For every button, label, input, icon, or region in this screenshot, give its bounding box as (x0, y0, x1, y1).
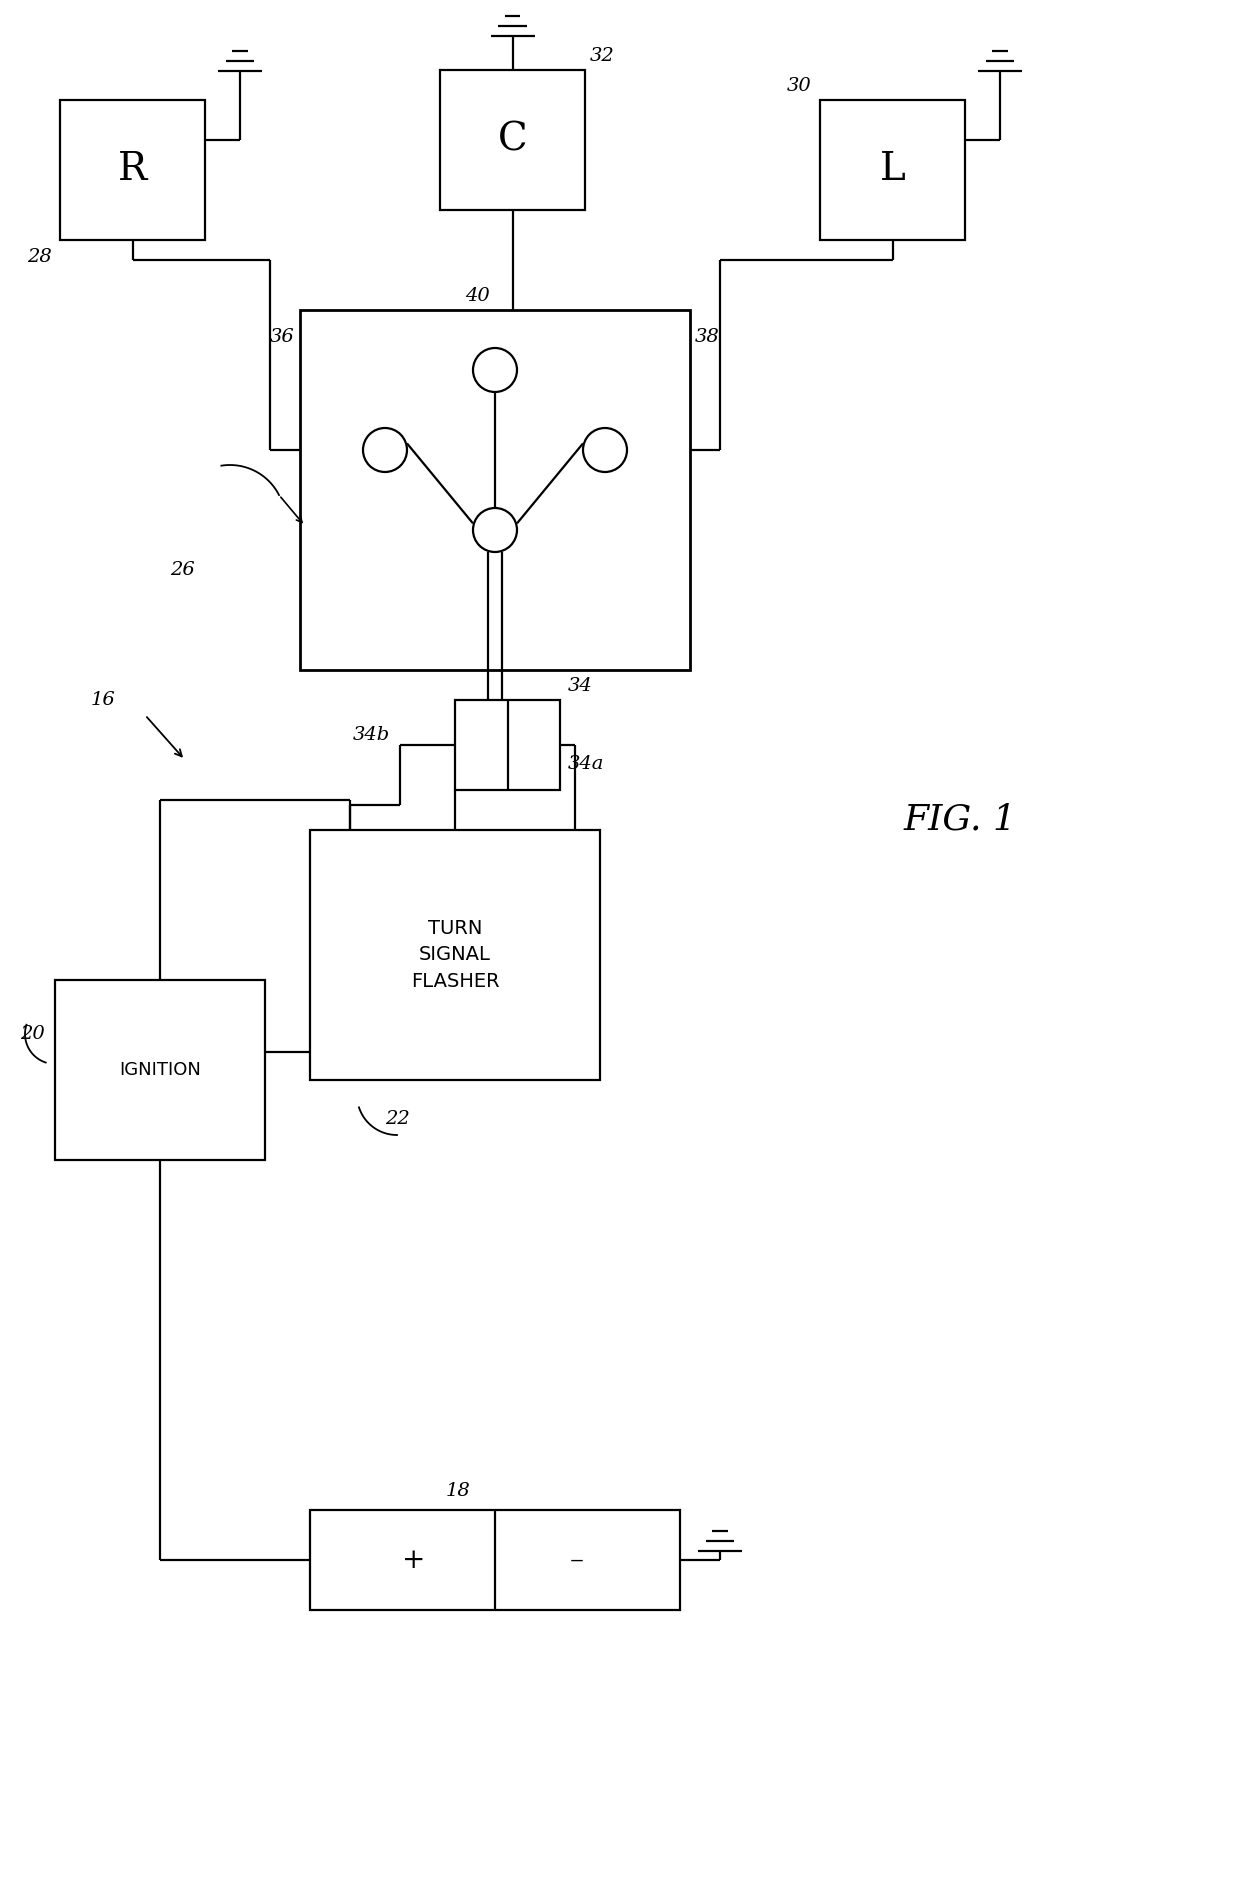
Text: 18: 18 (445, 1482, 470, 1499)
Bar (310, 831, 600, 1080)
Bar (310, 1510, 680, 1610)
Text: 34b: 34b (352, 727, 391, 744)
Bar (455, 700, 560, 789)
Bar (440, 70, 585, 210)
Text: 30: 30 (787, 77, 812, 94)
Text: –: – (569, 1546, 583, 1573)
Bar (820, 100, 965, 240)
Text: IGNITION: IGNITION (119, 1061, 201, 1080)
Text: 28: 28 (27, 247, 52, 266)
Text: 40: 40 (465, 287, 490, 306)
Text: FIG. 1: FIG. 1 (904, 802, 1017, 836)
Text: +: + (402, 1546, 425, 1573)
Text: TURN
SIGNAL
FLASHER: TURN SIGNAL FLASHER (410, 919, 500, 991)
Text: 16: 16 (91, 691, 115, 710)
Text: 22: 22 (384, 1110, 409, 1127)
Bar (55, 980, 265, 1159)
Text: 32: 32 (590, 47, 615, 64)
Bar (300, 310, 689, 670)
Text: L: L (879, 151, 905, 189)
Text: 26: 26 (170, 561, 195, 580)
Text: C: C (497, 121, 527, 159)
Text: 20: 20 (20, 1025, 45, 1042)
Text: 34a: 34a (568, 755, 604, 772)
Text: 34: 34 (568, 678, 593, 695)
Text: 36: 36 (270, 329, 295, 346)
Text: R: R (118, 151, 148, 189)
Bar (60, 100, 205, 240)
Text: 38: 38 (694, 329, 719, 346)
